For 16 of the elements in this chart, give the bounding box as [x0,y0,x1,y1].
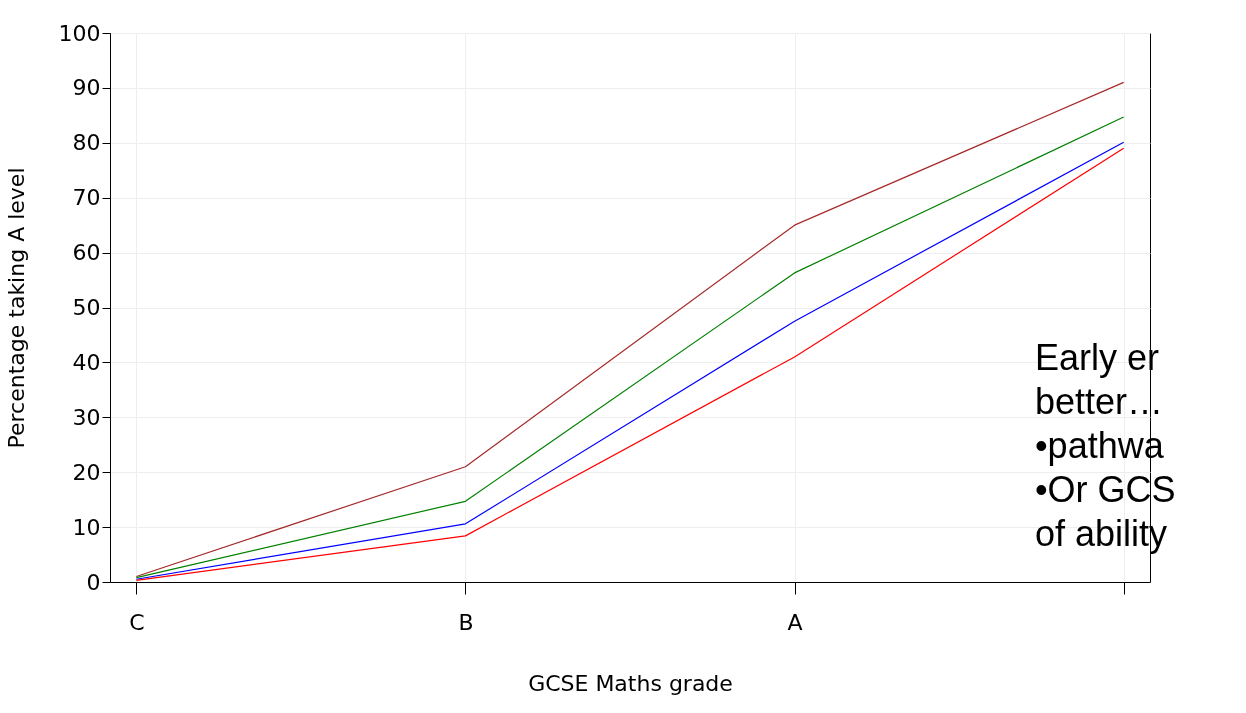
y-tick-label: 40 [72,349,101,375]
y-tick-label: 50 [72,295,101,320]
y-tick-label: 80 [72,130,101,156]
x-axis-title: GCSE Maths grade [528,670,733,696]
y-tick-label: 60 [72,240,101,266]
y-tick-label: 0 [86,569,101,595]
x-tick-label: B [458,609,474,635]
y-tick-label: 70 [72,185,101,211]
y-tick-label: 100 [58,20,101,46]
y-tick-label: 20 [72,459,101,485]
y-tick-label: 90 [72,75,101,101]
y-tick-label: 30 [72,404,101,430]
x-tick-label: A [787,609,803,635]
x-tick-label: C [129,609,145,635]
y-axis-title: Percentage taking A level [3,167,29,449]
y-tick-label: 10 [72,514,101,540]
